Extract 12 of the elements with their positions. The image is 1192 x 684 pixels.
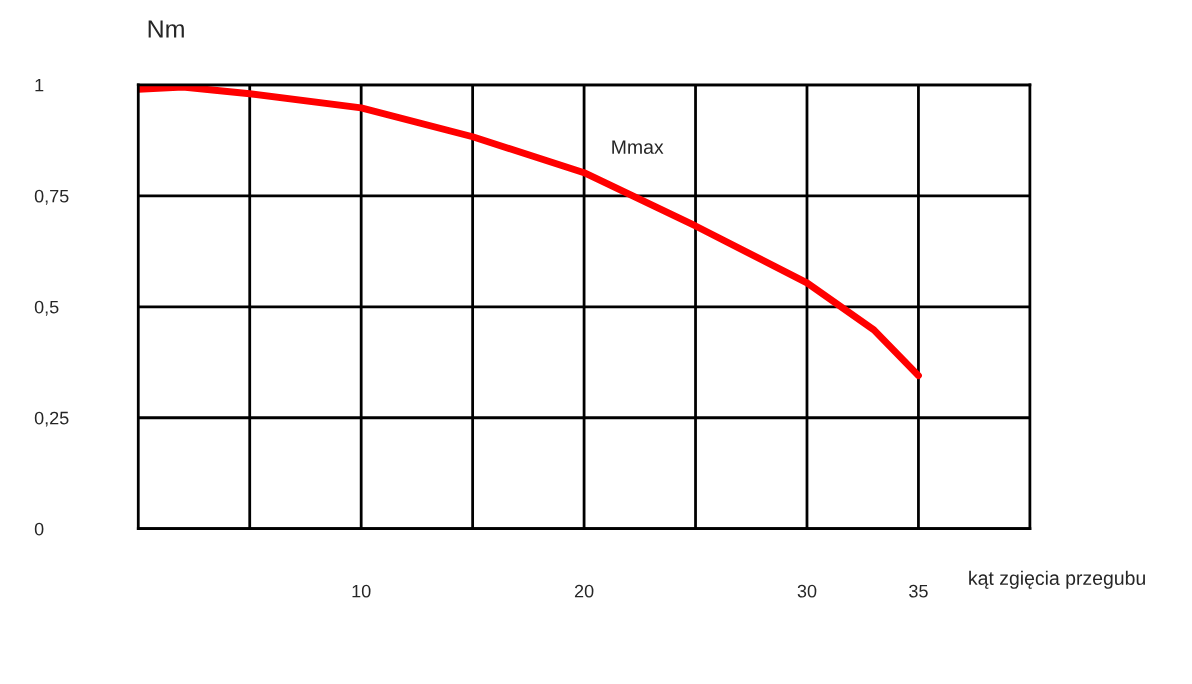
- x-axis-title: kąt zgięcia przegubu: [969, 570, 1145, 589]
- y-tick-label: 1: [35, 78, 44, 92]
- x-tick-label: 35: [909, 584, 928, 598]
- y-axis-title: Nm: [148, 20, 184, 38]
- series-label: Mmax: [612, 140, 664, 154]
- y-tick-label: 0,5: [34, 300, 59, 316]
- y-tick-label: 0: [34, 522, 44, 536]
- y-tick-label: 0,25: [34, 411, 69, 427]
- x-tick-label: 30: [797, 584, 817, 598]
- x-tick-label: 20: [574, 584, 594, 598]
- y-tick-label: 0,75: [34, 189, 69, 205]
- x-tick-label: 10: [352, 584, 371, 598]
